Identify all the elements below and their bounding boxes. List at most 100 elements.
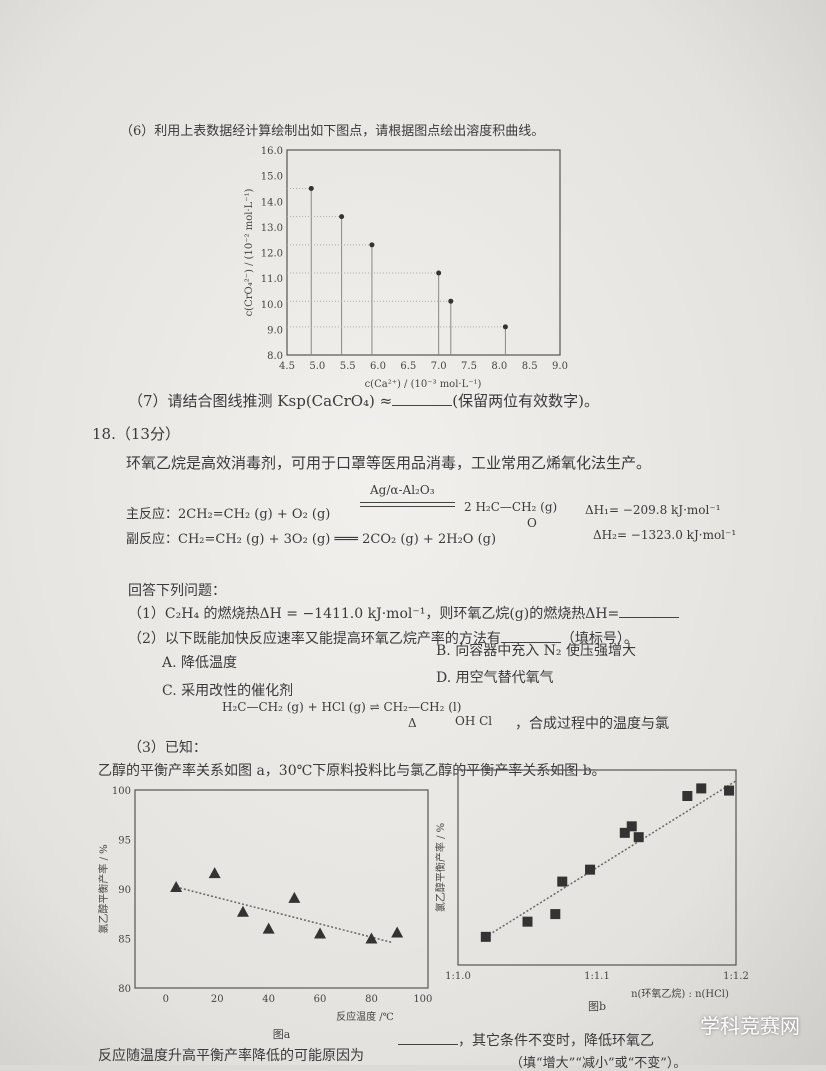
data-point (236, 905, 249, 917)
side-reaction: 副反应：CH₂=CH₂ (g) + 3O₂ (g) ═══ 2CO₂ (g) +… (126, 532, 497, 547)
q7-text: （7）请结合图线推测 Ksp(CaCrO₄) ≈ (保留两位有效数字)。 (128, 390, 599, 411)
option-b: B. 向容器中充入 N₂ 使压强增大 (436, 643, 636, 659)
part3-label: （3）已知： (128, 740, 207, 756)
dh2: ΔH₂= −1323.0 kJ·mol⁻¹ (593, 528, 737, 542)
data-point (522, 916, 533, 927)
data-point (391, 926, 404, 938)
bottom-text-2: 反应随温度升高平衡产率降低的可能原因为 (98, 1048, 364, 1064)
data-point (339, 214, 345, 220)
data-point (550, 909, 561, 920)
x-tick-label: 1:1.0 (445, 971, 471, 982)
x-tick-label: 7.5 (461, 361, 477, 372)
main-product: 2 H₂C—CH₂ (g) (464, 500, 558, 514)
data-point (448, 298, 454, 304)
bottom-text: ，其它条件不变时，降低环氧乙 (458, 1033, 654, 1049)
x-tick-label: 9.0 (552, 361, 568, 372)
data-point (557, 876, 568, 887)
answer-blank (500, 642, 561, 643)
y-tick-label: 9.0 (267, 325, 283, 336)
data-point (436, 270, 442, 276)
x-axis-label: 反应温度 /℃ (336, 1010, 394, 1023)
data-point (365, 932, 378, 944)
plot-frame (286, 149, 561, 356)
x-axis-label: c(Ca²⁺) / (10⁻³ mol·L⁻¹) (365, 379, 482, 390)
data-point (682, 791, 693, 801)
y-tick-label: 8.0 (267, 351, 283, 362)
answer-blank (619, 617, 680, 618)
y-tick-label: 16.0 (261, 146, 283, 157)
q7-label: （7）请结合图线推测 Ksp(CaCrO₄) ≈ (128, 392, 393, 410)
equilibrium-arrow (360, 502, 455, 503)
plot-frame (134, 789, 429, 989)
option-c: C. 采用改性的催化剂 (162, 683, 294, 699)
bottom-line2: 反应随温度升高平衡产率降低的可能原因为 (98, 1045, 364, 1065)
option-a: A. 降低温度 (162, 655, 238, 671)
data-point (208, 867, 221, 879)
x-tick-label: 6.0 (370, 361, 386, 372)
data-point (633, 832, 644, 843)
figure-caption: 图b (588, 1000, 606, 1013)
watermark: 学科竞赛网 (700, 1014, 800, 1038)
x-tick-label: 1:1.2 (723, 971, 749, 982)
x-axis-label: n(环氧乙烷) : n(HCl) (631, 987, 729, 1000)
data-point (288, 891, 301, 903)
x-tick-label: 4.5 (279, 361, 295, 372)
option-d: D. 用空气替代氧气 (436, 670, 554, 686)
data-point (696, 783, 707, 794)
product-substituents: OH Cl (455, 714, 493, 728)
y-tick-label: 15.0 (261, 172, 283, 183)
y-axis-label: 氯乙醇平衡产率 / % (434, 823, 447, 912)
data-point (308, 185, 314, 191)
answer-blank (398, 1044, 458, 1045)
answer-header: 回答下列问题： (128, 583, 226, 599)
y-tick-label: 11.0 (261, 274, 283, 285)
x-tick-label: 100 (413, 994, 432, 1005)
x-tick-label: 60 (314, 994, 327, 1005)
plot-frame (457, 769, 737, 966)
x-tick-label: 6.5 (400, 361, 416, 372)
bottom-line3: （填“增大”“减小”或“不变”）。 (510, 1056, 687, 1071)
part3-equation: H₂C—CH₂ (g) + HCl (g) ⇌ CH₂—CH₂ (l) (222, 700, 462, 714)
x-tick-label: 5.0 (309, 361, 325, 372)
figure-caption: 图a (273, 1028, 291, 1041)
q7-tail: (保留两位有效数字)。 (452, 392, 599, 410)
data-point (619, 827, 630, 838)
main-reaction: 主反应：2CH₂=CH₂ (g) + O₂ (g) (126, 507, 331, 522)
y-axis-label: c(CrO₄²⁻) / (10⁻² mol·L⁻¹) (244, 188, 255, 316)
equilibrium-arrow-back (360, 506, 455, 507)
y-tick-label: 85 (118, 935, 131, 946)
x-tick-label: 1:1.1 (584, 971, 610, 982)
part2: （2）以下既能加快反应速率又能提高环氧乙烷产率的方法有 （填标号）。 (128, 628, 638, 648)
bottom-line1: ，其它条件不变时，降低环氧乙 (398, 1030, 654, 1050)
q6-text: （6）利用上表数据经计算绘制出如下图点，请根据图点绘出溶度积曲线。 (120, 124, 545, 139)
part1: （1）C₂H₄ 的燃烧热ΔH = −1411.0 kJ·mol⁻¹，则环氧乙烷(… (128, 603, 680, 623)
question-number: 18.（13分） (92, 425, 180, 443)
trend-line (175, 886, 393, 944)
part3-line2: 乙醇的平衡产率关系如图 a，30℃下原料投料比与氯乙醇的平衡产率关系如图 b。 (98, 763, 606, 779)
y-tick-label: 14.0 (261, 197, 283, 208)
x-tick-label: 40 (262, 994, 275, 1005)
x-tick-label: 20 (211, 994, 224, 1005)
x-tick-label: 8.0 (491, 361, 507, 372)
data-point (170, 881, 183, 893)
intro-text: 环氧乙烷是高效消毒剂，可用于口罩等医用品消毒，工业常用乙烯氧化法生产。 (126, 454, 652, 472)
data-point (480, 931, 491, 942)
y-tick-label: 10.0 (261, 300, 283, 311)
data-point (585, 864, 596, 875)
data-point (369, 242, 375, 248)
y-tick-label: 13.0 (261, 223, 283, 234)
x-tick-label: 5.5 (340, 361, 356, 372)
part2-tail: （填标号）。 (560, 631, 638, 647)
part2-text: （2）以下既能加快反应速率又能提高环氧乙烷产率的方法有 (128, 631, 501, 647)
y-tick-label: 12.0 (261, 249, 283, 260)
data-point (724, 785, 735, 796)
x-tick-label: 8.5 (522, 361, 538, 372)
data-point (626, 821, 637, 832)
delta-label: Δ (408, 716, 417, 730)
dh1: ΔH₁= −209.8 kJ·mol⁻¹ (585, 503, 721, 517)
part3-tail: ，合成过程中的温度与氯 (515, 716, 669, 732)
